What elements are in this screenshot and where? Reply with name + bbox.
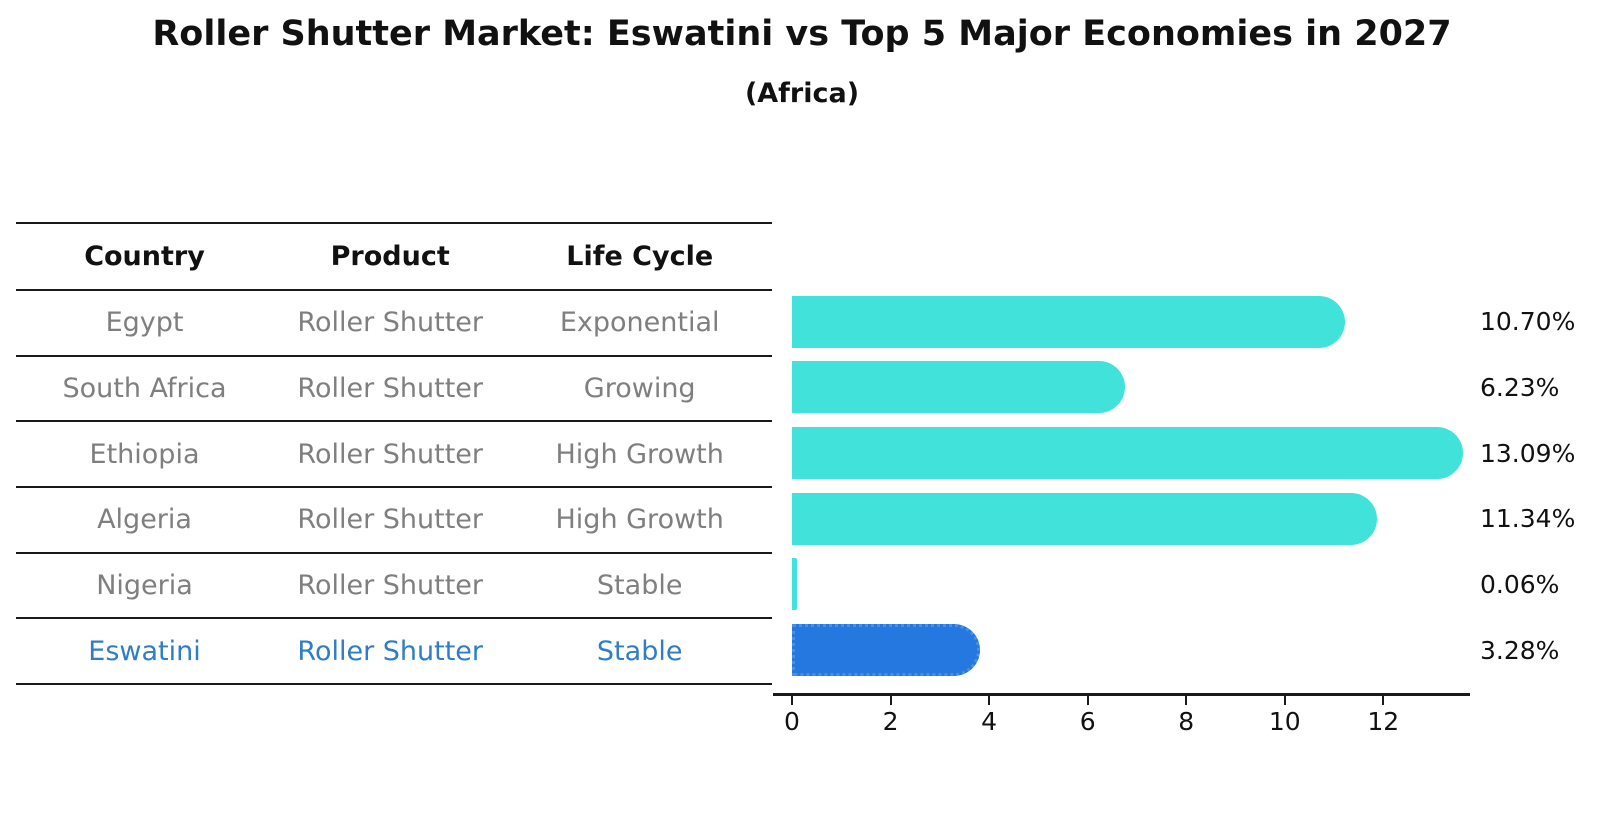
- x-tick-label-12: 12: [1367, 707, 1400, 736]
- table-row-nigeria: Nigeria Roller Shutter Stable: [16, 554, 772, 620]
- x-tick-mark-2: [889, 695, 892, 705]
- column-header-product: Product: [330, 241, 450, 272]
- table-row-south-africa: South Africa Roller Shutter Growing: [16, 357, 772, 423]
- x-tick-mark-8: [1185, 695, 1188, 705]
- comparison-table: Country Product Life Cycle Egypt Roller S…: [16, 222, 772, 685]
- x-tick-mark-4: [988, 695, 991, 705]
- country-cell: Ethiopia: [89, 438, 200, 470]
- value-label-south-africa: 6.23%: [1480, 372, 1560, 402]
- country-cell: Egypt: [105, 307, 184, 339]
- life-cycle-cell: Stable: [596, 569, 683, 601]
- value-label-algeria: 11.34%: [1480, 504, 1576, 534]
- column-header-country: Country: [84, 241, 205, 272]
- bar-ethiopia: [792, 427, 1463, 480]
- product-cell: Roller Shutter: [297, 569, 484, 601]
- product-cell: Roller Shutter: [297, 307, 484, 339]
- value-label-ethiopia: 13.09%: [1480, 438, 1576, 468]
- table-row-ethiopia: Ethiopia Roller Shutter High Growth: [16, 422, 772, 488]
- product-cell: Roller Shutter: [297, 504, 484, 536]
- life-cycle-cell: High Growth: [555, 504, 724, 536]
- x-tick-mark-6: [1086, 695, 1089, 705]
- bar-algeria: [792, 492, 1377, 545]
- plot-area: [792, 289, 1472, 683]
- x-tick-label-4: 4: [981, 707, 998, 736]
- table-body: Egypt Roller Shutter Exponential South Afri…: [16, 291, 772, 685]
- value-label-egypt: 10.70%: [1480, 307, 1576, 337]
- table-header-row: Country Product Life Cycle: [16, 224, 772, 291]
- column-header-life-cycle: Life Cycle: [566, 241, 714, 272]
- x-tick-label-0: 0: [784, 707, 800, 736]
- table-row-algeria: Algeria Roller Shutter High Growth: [16, 488, 772, 554]
- bar-row-south-africa: [792, 355, 1472, 421]
- table-row-eswatini: Eswatini Roller Shutter Stable: [16, 619, 772, 685]
- bar-row-nigeria: [792, 552, 1472, 618]
- life-cycle-cell: High Growth: [555, 438, 724, 470]
- x-tick-label-2: 2: [882, 707, 899, 736]
- bar-row-ethiopia: [792, 420, 1472, 486]
- bar-row-algeria: [792, 486, 1472, 552]
- bar-row-egypt: [792, 289, 1472, 355]
- country-cell: Algeria: [97, 504, 192, 536]
- country-cell: South Africa: [62, 372, 227, 404]
- bar-row-eswatini: [792, 617, 1472, 683]
- x-tick-mark-0: [791, 695, 793, 705]
- bar-nigeria: [792, 558, 797, 611]
- x-tick-mark-10: [1283, 695, 1286, 705]
- bar-egypt: [792, 295, 1346, 348]
- chart-title: Roller Shutter Market: Eswatini vs Top 5…: [152, 14, 1452, 54]
- product-cell: Roller Shutter: [297, 438, 484, 470]
- x-tick-label-10: 10: [1268, 707, 1301, 736]
- x-axis-line: [773, 693, 1470, 696]
- country-cell: Eswatini: [88, 635, 201, 667]
- product-cell: Roller Shutter: [297, 635, 484, 667]
- bar-south-africa: [792, 361, 1125, 414]
- life-cycle-cell: Stable: [596, 635, 683, 667]
- x-tick-label-6: 6: [1079, 707, 1096, 736]
- x-tick-label-8: 8: [1178, 707, 1195, 736]
- life-cycle-cell: Growing: [583, 372, 696, 404]
- chart-subtitle: (Africa): [744, 78, 860, 109]
- bar-eswatini: [792, 624, 980, 677]
- life-cycle-cell: Exponential: [559, 307, 720, 339]
- x-tick-mark-12: [1382, 695, 1385, 705]
- country-cell: Nigeria: [96, 569, 193, 601]
- product-cell: Roller Shutter: [297, 372, 484, 404]
- value-label-nigeria: 0.06%: [1480, 570, 1560, 599]
- value-label-eswatini: 3.28%: [1480, 635, 1560, 665]
- table-row-egypt: Egypt Roller Shutter Exponential: [16, 291, 772, 357]
